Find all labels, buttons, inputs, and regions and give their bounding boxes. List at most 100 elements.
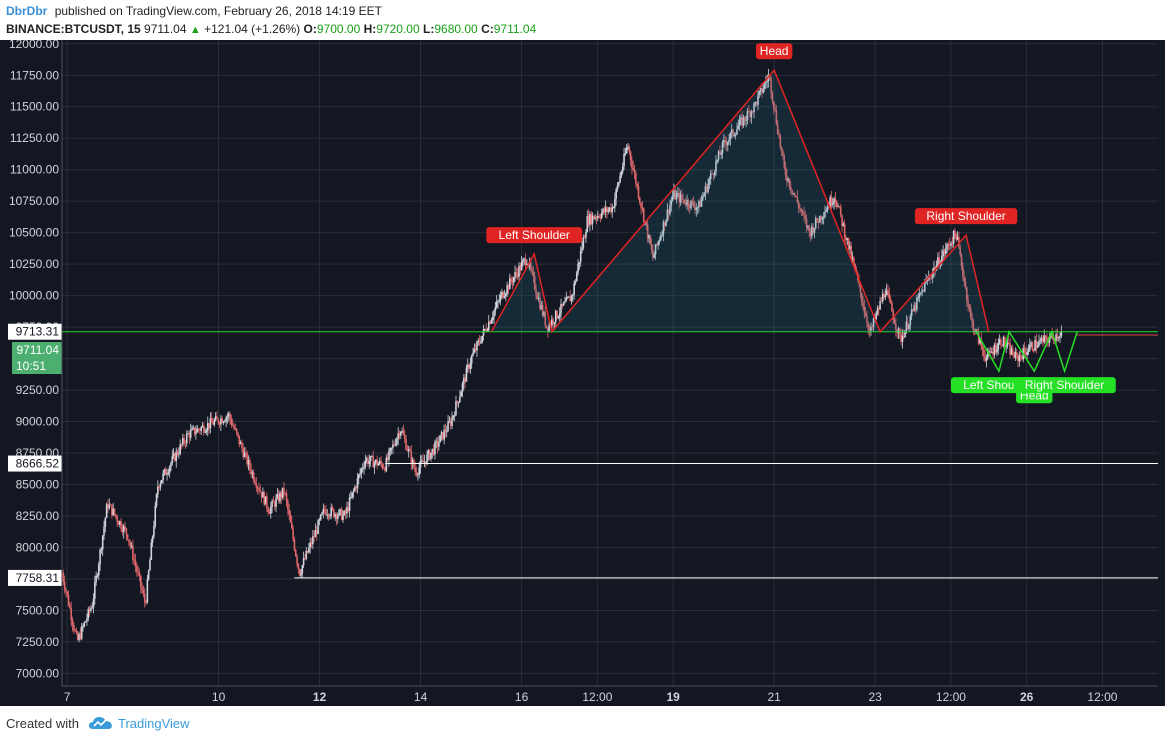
candle-body-321	[482, 329, 485, 336]
candle-body-311	[469, 363, 472, 369]
candle-body-582	[825, 210, 828, 212]
candle-body-8	[71, 619, 74, 625]
candle-body-371	[548, 324, 550, 332]
candle-body-164	[276, 494, 279, 499]
candle-body-38	[111, 504, 113, 516]
candle-body-439	[637, 186, 640, 198]
candle-body-214	[342, 514, 344, 520]
candle-body-56	[134, 560, 137, 567]
candle-body-599	[847, 237, 850, 250]
candle-body-190	[310, 542, 313, 545]
candle-body-586	[830, 197, 833, 205]
candle-body-314	[473, 348, 476, 353]
candle-body-650	[914, 305, 917, 310]
candle-body-111	[206, 423, 209, 431]
candle-body-476	[686, 199, 688, 205]
candle-body-204	[329, 515, 331, 517]
candle-body-374	[552, 319, 554, 324]
y-tick-label-13: 10250.00	[9, 257, 59, 271]
x-tick-label-5: 12:00	[582, 690, 612, 704]
candle-body-535	[763, 82, 766, 89]
candle-body-225	[356, 478, 359, 489]
candle-body-115	[212, 422, 214, 425]
candle-body-613	[866, 316, 868, 324]
candle-body-173	[288, 509, 290, 515]
candle-body-590	[835, 201, 838, 207]
candle-body-249	[388, 450, 390, 460]
candle-body-441	[640, 202, 642, 208]
candle-body-113	[209, 418, 212, 429]
candle-body-26	[95, 575, 97, 583]
tradingview-brand-link[interactable]: TradingView	[118, 716, 190, 731]
candle-body-95	[185, 433, 188, 444]
candle-body-258	[400, 431, 402, 436]
author-link[interactable]: DbrDbr	[6, 4, 48, 18]
candle-body-163	[275, 498, 277, 507]
candle-body-542	[772, 101, 775, 109]
candle-body-617	[871, 326, 874, 328]
candle-body-325	[487, 321, 490, 331]
candle-body-632	[891, 302, 893, 312]
y-tick-label-0: 7000.00	[16, 666, 60, 680]
candle-body-189	[309, 542, 311, 548]
candle-body-635	[895, 323, 897, 330]
candle-body-365	[540, 305, 543, 309]
candle-body-186	[305, 550, 308, 559]
candle-body-588	[833, 198, 835, 204]
candle-body-457	[661, 234, 663, 236]
candle-body-642	[904, 330, 906, 338]
candle-body-338	[505, 293, 507, 297]
candle-body-298	[452, 415, 455, 418]
candle-body-212	[339, 509, 342, 511]
candle-body-464	[670, 200, 673, 205]
symbol-label[interactable]: BINANCE:BTCUSDT, 15	[6, 22, 141, 36]
candle-body-90	[179, 444, 181, 454]
candle-body-161	[272, 500, 275, 503]
chart-area[interactable]: Left Shoulder Head Right Shoulder Left Shou…	[0, 37, 1165, 706]
candle-body-412	[602, 208, 604, 213]
pattern-line-0	[490, 68, 990, 334]
candle-body-284	[434, 442, 436, 455]
candle-body-174	[289, 514, 292, 523]
candle-body-226	[357, 474, 360, 479]
candle-body-218	[347, 507, 350, 511]
candle-body-729	[1018, 355, 1021, 361]
y-tick-label-4: 8000.00	[16, 540, 60, 554]
candle-body-105	[199, 429, 201, 431]
candle-body-565	[803, 211, 805, 216]
candle-body-559	[795, 195, 797, 197]
candle-body-702	[983, 349, 985, 357]
candle-body-530	[757, 95, 759, 105]
x-tick-label-10: 26	[1020, 690, 1034, 704]
candle-body-551	[784, 167, 787, 176]
candle-body-493	[708, 178, 711, 184]
candle-body-16	[82, 626, 84, 628]
y-tick-label-12: 10000.00	[9, 289, 59, 303]
candle-body-287	[438, 442, 440, 447]
candle-body-684	[959, 247, 962, 255]
candle-body-176	[292, 528, 294, 540]
candle-body-497	[713, 172, 716, 175]
x-tick-label-2: 12	[313, 690, 327, 704]
candle-body-313	[472, 352, 474, 356]
candle-body-389	[572, 294, 574, 296]
candle-body-688	[964, 281, 967, 288]
candle-body-446	[646, 224, 649, 239]
candle-body-222	[352, 490, 355, 493]
candle-body-647	[910, 309, 913, 317]
candle-body-494	[709, 173, 712, 179]
candle-body-181	[298, 569, 301, 576]
candle-body-550	[783, 155, 786, 168]
candle-body-453	[656, 244, 658, 246]
candle-body-297	[451, 417, 453, 426]
candle-body-67	[149, 559, 151, 571]
candle-body-133	[235, 428, 238, 433]
candle-body-553	[787, 178, 789, 181]
candle-body-31	[101, 535, 104, 550]
candle-body-149	[256, 487, 259, 489]
candle-body-529	[755, 102, 758, 105]
candle-body-132	[234, 428, 237, 430]
level-tag-0: 9713.31	[16, 325, 60, 339]
candle-body-76	[161, 480, 163, 484]
